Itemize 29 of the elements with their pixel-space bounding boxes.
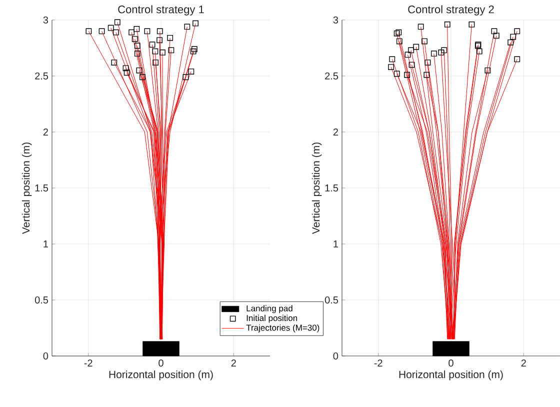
- y-tick-label: 1: [334, 240, 338, 248]
- y-tick-label: 2.5: [325, 72, 338, 80]
- y-tick-label: 0.5: [34, 296, 48, 304]
- y-tick-label: 0: [333, 352, 338, 360]
- y-tick-label: 3: [43, 16, 48, 24]
- chart-title: Control strategy 2: [408, 5, 494, 16]
- y-tick-label: 2.5: [35, 72, 48, 80]
- legend-label: Initial position: [246, 314, 298, 323]
- x-axis-title: Horizontal position (m): [399, 370, 503, 380]
- y-tick-label: 1.5: [35, 184, 48, 192]
- x-tick-label: 2: [231, 360, 236, 366]
- y-tick-label: 2: [333, 128, 338, 136]
- y-axis-title: Vertical position (m): [22, 142, 32, 234]
- legend-label: Landing pad: [246, 305, 292, 314]
- y-tick-label: 3: [333, 16, 338, 24]
- y-axis-title: Vertical position (m): [312, 142, 322, 234]
- y-tick-label: 0: [43, 352, 48, 360]
- x-tick-label: -2: [374, 360, 382, 366]
- x-tick-label: -2: [84, 360, 92, 366]
- x-tick-label: 2: [521, 360, 526, 366]
- y-tick-label: 1: [44, 240, 48, 248]
- chart-title: Control strategy 1: [118, 5, 204, 16]
- y-tick-label: 0.5: [324, 296, 338, 304]
- x-tick-label: 0: [158, 360, 164, 367]
- x-axis-title: Horizontal position (m): [109, 370, 213, 380]
- y-tick-label: 2: [43, 128, 48, 136]
- x-tick-label: 0: [448, 360, 454, 367]
- y-tick-label: 1.5: [325, 184, 338, 192]
- legend-label: Trajectories (M=30): [246, 324, 320, 332]
